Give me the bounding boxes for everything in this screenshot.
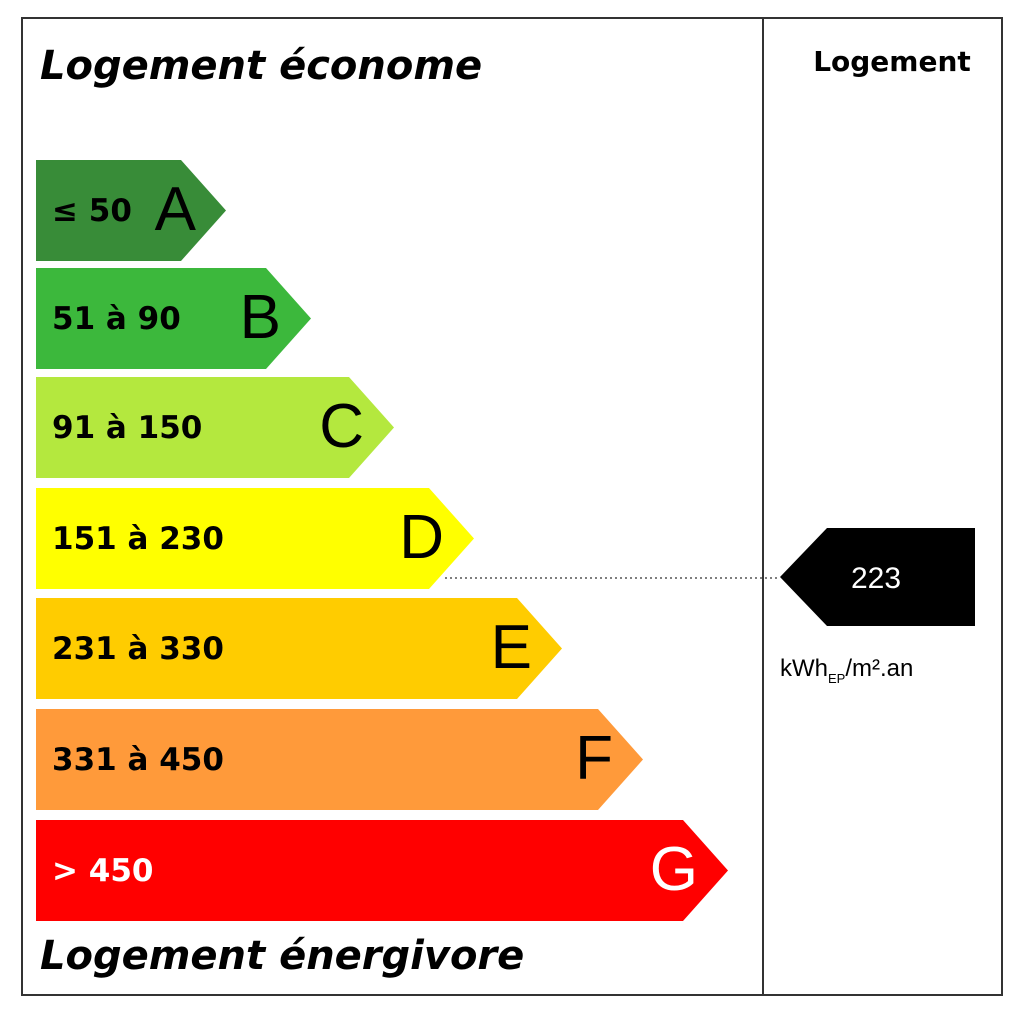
class-letter: A (155, 175, 197, 244)
unit: kWh (780, 655, 828, 682)
class-bar (36, 488, 474, 589)
indicator-arrow (780, 528, 975, 626)
class-range: 151 à 230 (52, 521, 224, 557)
class-bar (36, 377, 394, 478)
class-range: > 450 (52, 853, 153, 889)
class-letter: F (575, 724, 613, 793)
class-bar (36, 268, 311, 369)
column-title: Logement (813, 45, 971, 78)
unit-rest: /m².an (845, 655, 913, 682)
class-letter: G (650, 835, 698, 904)
frame (21, 17, 1003, 996)
class-range: 91 à 150 (52, 410, 202, 446)
bottom-label: Logement énergivore (40, 933, 524, 979)
class-range: 51 à 90 (52, 301, 181, 337)
class-range: 331 à 450 (52, 742, 224, 778)
class-range: 231 à 330 (52, 631, 224, 667)
class-range: ≤ 50 (52, 193, 132, 229)
top-label: Logement économe (40, 43, 482, 89)
class-bar (36, 160, 226, 261)
class-bar (36, 820, 728, 921)
indicator-unit: kWhEP/m².an (780, 655, 913, 686)
class-letter: E (491, 613, 532, 682)
class-letter: C (319, 392, 364, 461)
class-letter: D (399, 503, 444, 572)
class-bar (36, 598, 562, 699)
unit-sub: EP (828, 671, 845, 686)
class-bar (36, 709, 643, 810)
class-letter: B (240, 283, 281, 352)
indicator-value: 223 (851, 562, 901, 595)
